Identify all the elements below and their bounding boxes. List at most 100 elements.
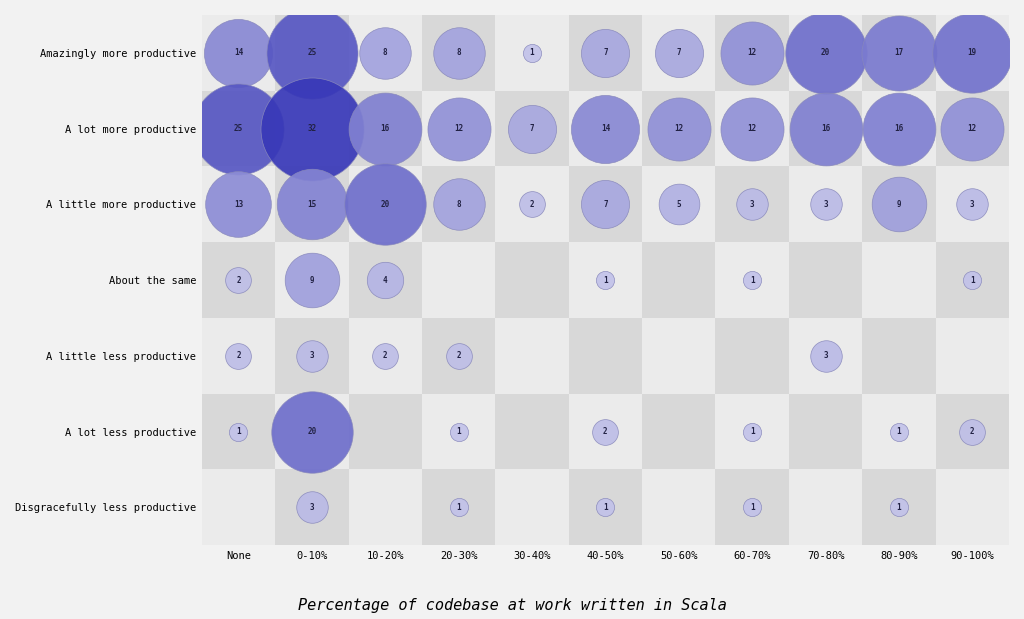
Bar <box>202 318 275 394</box>
Point <box>451 199 467 209</box>
Text: 12: 12 <box>454 124 463 133</box>
Point <box>230 351 247 361</box>
Text: 3: 3 <box>823 200 827 209</box>
Text: 17: 17 <box>894 48 903 58</box>
Bar <box>568 15 642 91</box>
Text: 16: 16 <box>381 124 390 133</box>
Point <box>451 48 467 58</box>
Point <box>817 351 834 361</box>
Point <box>671 48 687 58</box>
Bar <box>422 318 496 394</box>
Point <box>597 124 613 134</box>
Text: 16: 16 <box>821 124 830 133</box>
Text: 1: 1 <box>457 503 461 512</box>
Text: 1: 1 <box>970 275 975 285</box>
Point <box>817 199 834 209</box>
Point <box>524 124 541 134</box>
Point <box>451 351 467 361</box>
Text: 1: 1 <box>603 503 607 512</box>
Text: 32: 32 <box>307 124 316 133</box>
Bar <box>936 15 1009 91</box>
Point <box>817 124 834 134</box>
Bar <box>275 469 348 545</box>
Point <box>304 48 321 58</box>
Point <box>304 502 321 512</box>
Bar <box>862 394 936 469</box>
Point <box>377 199 393 209</box>
Text: 3: 3 <box>970 200 975 209</box>
Text: 14: 14 <box>233 48 243 58</box>
Text: 12: 12 <box>748 48 757 58</box>
Point <box>597 48 613 58</box>
Bar <box>642 15 716 91</box>
Bar <box>936 91 1009 167</box>
Point <box>230 275 247 285</box>
Bar <box>862 469 936 545</box>
Point <box>891 48 907 58</box>
Text: 8: 8 <box>457 200 461 209</box>
Point <box>304 124 321 134</box>
Bar <box>348 469 422 545</box>
Bar <box>936 469 1009 545</box>
Bar <box>716 15 788 91</box>
Text: 9: 9 <box>309 275 314 285</box>
Point <box>744 275 761 285</box>
Text: 12: 12 <box>674 124 683 133</box>
Text: 3: 3 <box>309 503 314 512</box>
Point <box>377 48 393 58</box>
Text: 25: 25 <box>307 48 316 58</box>
Bar <box>496 318 568 394</box>
Bar <box>788 91 862 167</box>
Bar <box>275 318 348 394</box>
Text: 2: 2 <box>457 352 461 360</box>
Text: 1: 1 <box>897 503 901 512</box>
Text: 7: 7 <box>603 200 607 209</box>
Text: 19: 19 <box>968 48 977 58</box>
Bar <box>422 394 496 469</box>
Text: 20: 20 <box>307 427 316 436</box>
Bar <box>422 242 496 318</box>
Point <box>451 426 467 436</box>
Point <box>744 48 761 58</box>
Text: 1: 1 <box>897 427 901 436</box>
Text: 9: 9 <box>897 200 901 209</box>
Point <box>304 199 321 209</box>
Point <box>304 351 321 361</box>
Text: 3: 3 <box>823 352 827 360</box>
Point <box>671 124 687 134</box>
Text: 4: 4 <box>383 275 387 285</box>
Point <box>230 48 247 58</box>
Bar <box>422 469 496 545</box>
Bar <box>275 15 348 91</box>
Bar <box>936 242 1009 318</box>
Bar <box>862 318 936 394</box>
Bar <box>642 318 716 394</box>
Point <box>965 48 981 58</box>
Bar <box>642 167 716 242</box>
Bar <box>716 242 788 318</box>
Text: 25: 25 <box>233 124 243 133</box>
Point <box>891 502 907 512</box>
Text: 1: 1 <box>750 427 755 436</box>
Bar <box>275 91 348 167</box>
Bar <box>202 394 275 469</box>
Bar <box>788 15 862 91</box>
Bar <box>348 242 422 318</box>
Bar <box>202 469 275 545</box>
Text: 1: 1 <box>457 427 461 436</box>
Text: 2: 2 <box>237 275 241 285</box>
Bar <box>348 318 422 394</box>
Text: 2: 2 <box>603 427 607 436</box>
Point <box>891 199 907 209</box>
Point <box>965 199 981 209</box>
Point <box>744 124 761 134</box>
Point <box>597 502 613 512</box>
Text: 3: 3 <box>309 352 314 360</box>
Bar <box>936 394 1009 469</box>
Text: 7: 7 <box>529 124 535 133</box>
Bar <box>788 167 862 242</box>
Point <box>965 275 981 285</box>
Bar <box>862 91 936 167</box>
Bar <box>788 394 862 469</box>
Bar <box>348 167 422 242</box>
